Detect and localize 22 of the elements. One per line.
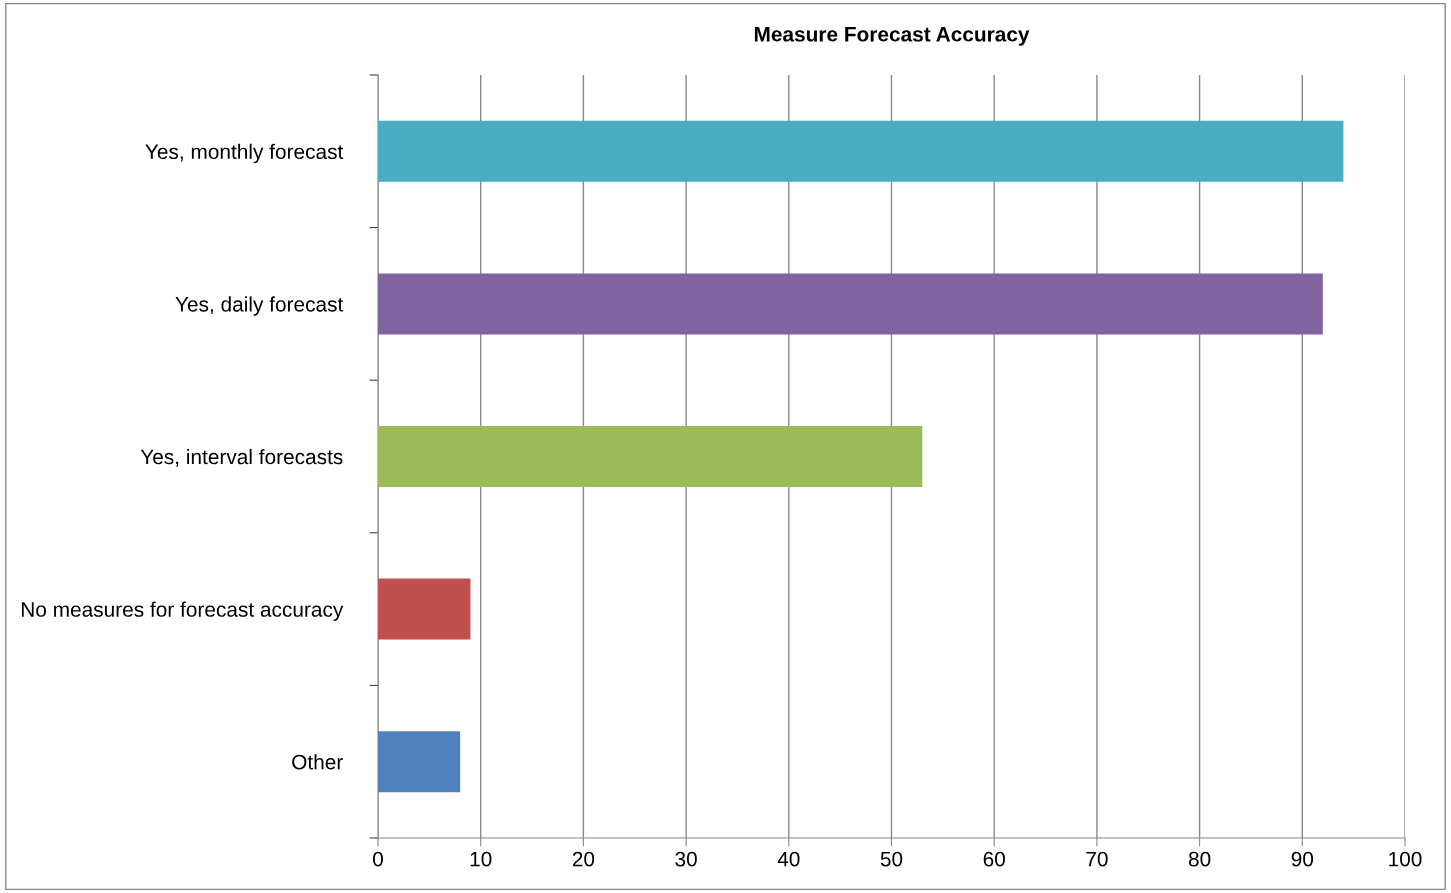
y-tick-label: Yes, interval forecasts <box>140 448 343 467</box>
x-tick-label: 30 <box>675 851 697 867</box>
bar <box>378 425 923 488</box>
x-tick-label: 80 <box>1188 851 1211 867</box>
bar <box>378 120 1344 182</box>
bar <box>378 731 461 793</box>
y-tick-label: Yes, monthly forecast <box>145 143 344 164</box>
x-tick-label: 40 <box>777 851 800 867</box>
x-tick-label: 70 <box>1086 851 1108 867</box>
chart-title: Measure Forecast Accuracy <box>754 27 1030 46</box>
y-tick-label: Other <box>292 754 343 770</box>
x-tick-label: 0 <box>373 851 383 867</box>
x-tick-label: 90 <box>1291 851 1314 867</box>
x-tick-label: 60 <box>983 851 1005 867</box>
y-tick-label: No measures for forecast accuracy <box>21 601 344 621</box>
x-tick-label: 100 <box>1389 851 1422 867</box>
x-tick-label: 20 <box>572 851 595 867</box>
x-tick-label: 50 <box>880 851 903 867</box>
x-tick-label: 10 <box>470 851 492 867</box>
bar <box>378 273 1323 335</box>
bar <box>378 578 471 640</box>
y-tick-label: Yes, daily forecast <box>175 296 344 316</box>
